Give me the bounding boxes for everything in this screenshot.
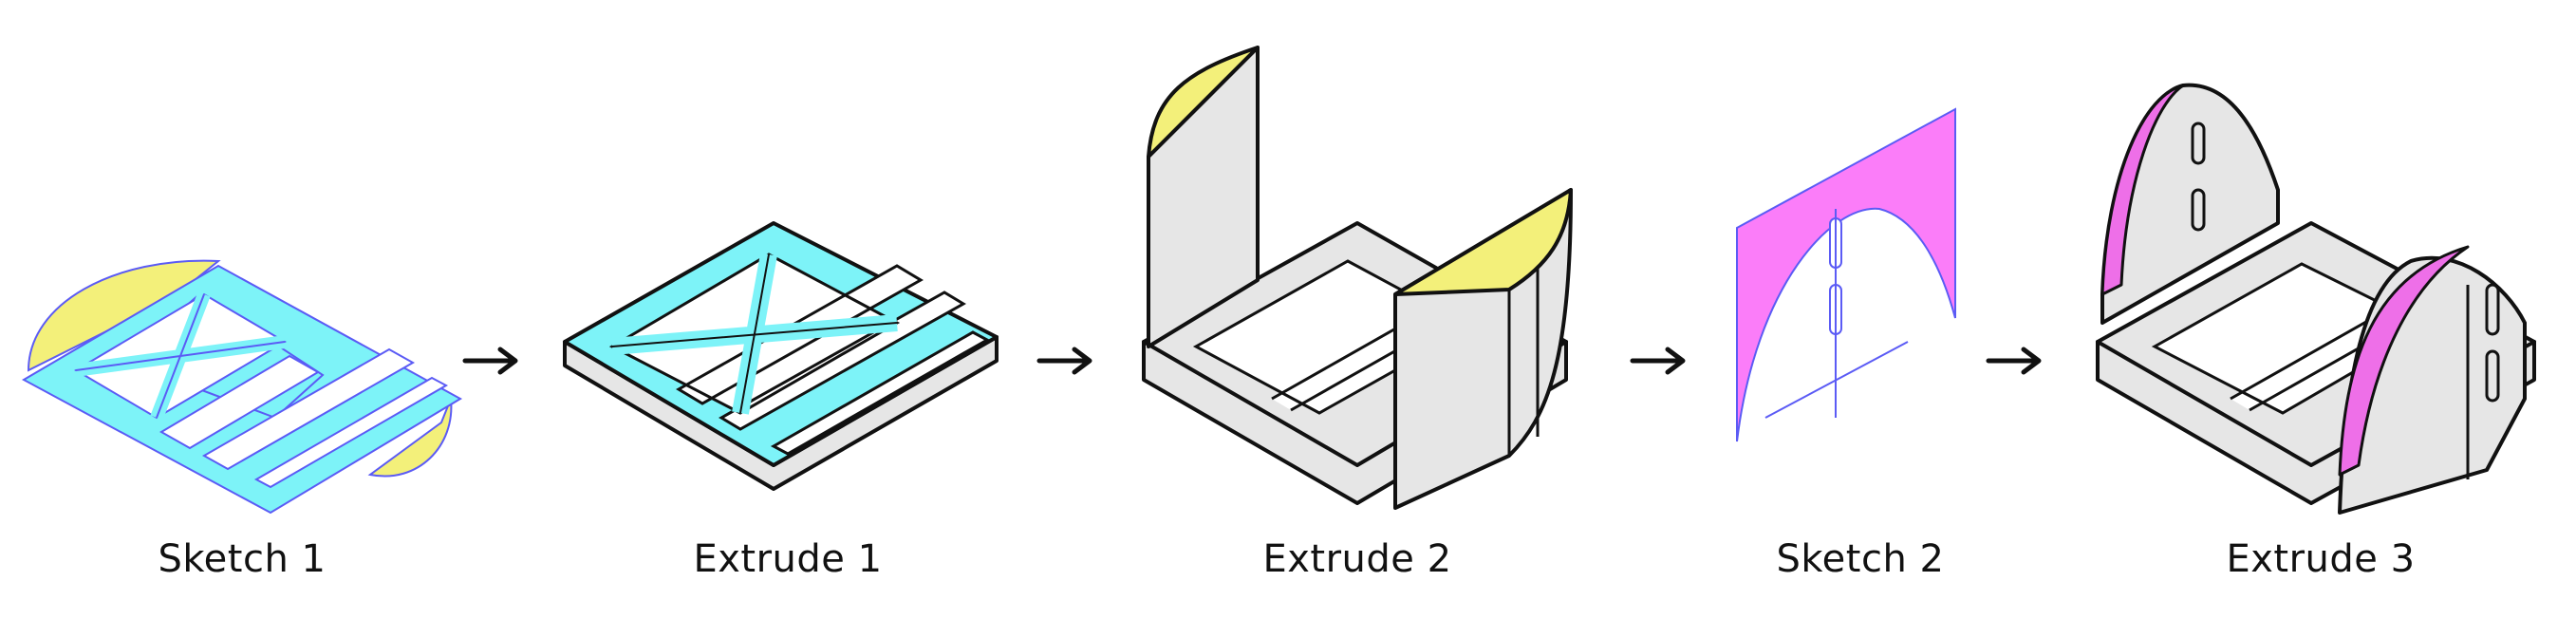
- arrow-icon: [1035, 342, 1101, 380]
- step-sketch-1: Sketch 1: [9, 0, 475, 619]
- sketch-2-illustration: [1736, 107, 1956, 442]
- extrude-3-right-cap: [2338, 245, 2470, 477]
- arrow-icon: [1628, 342, 1694, 380]
- extrude-3-right-slots: [2485, 283, 2500, 403]
- sketch-1-circle-segment-left: [27, 259, 221, 372]
- step-label: Extrude 3: [2226, 537, 2416, 581]
- step-label: Sketch 1: [158, 537, 327, 581]
- step-label: Sketch 2: [1776, 537, 1945, 581]
- extrude-1-illustration: [563, 221, 999, 491]
- step-label: Extrude 1: [693, 537, 883, 581]
- extrude-3-illustration: [2096, 83, 2536, 515]
- sketch-1-illustration: [21, 259, 463, 515]
- extrude-2-right-cap: [1393, 188, 1573, 296]
- step-label: Extrude 2: [1262, 537, 1452, 581]
- step-sketch-2: Sketch 2: [1718, 0, 2003, 619]
- sketch-1-circle-segment-right: [367, 398, 453, 478]
- extrude-2-left-cap: [1147, 46, 1260, 159]
- sketch-2-profile: [1736, 107, 1956, 442]
- extrude-3-left-cap: [2100, 84, 2185, 296]
- extrude-3-left-slots: [2191, 122, 2206, 232]
- step-extrude-1: Extrude 1: [555, 0, 1020, 619]
- step-extrude-3: Extrude 3: [2088, 0, 2553, 619]
- arrow-icon: [1984, 342, 2050, 380]
- arrow-icon: [460, 342, 527, 380]
- sketch-2-construction-lines: [1764, 209, 1909, 419]
- sketch-2-slots: [1829, 217, 1842, 335]
- extrude-2-illustration: [1142, 46, 1573, 510]
- step-extrude-2: Extrude 2: [1129, 0, 1585, 619]
